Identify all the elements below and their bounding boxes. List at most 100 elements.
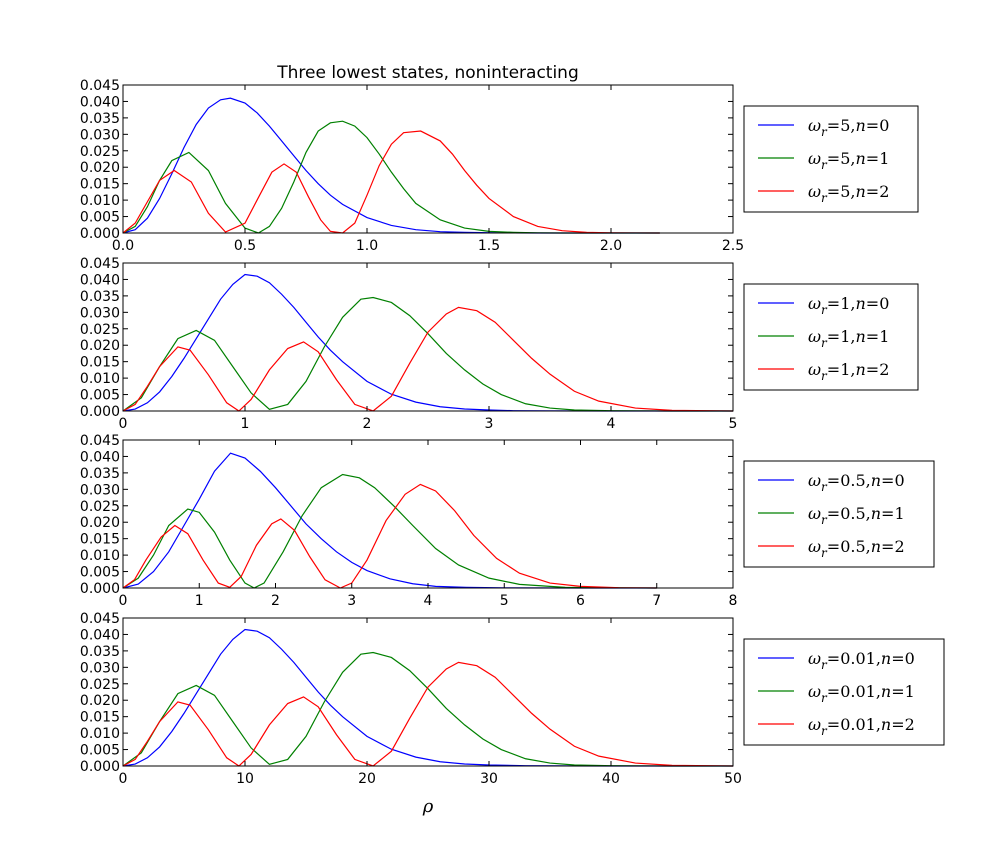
y-tick-label: 0.020 xyxy=(80,515,120,531)
y-tick-label: 0.000 xyxy=(80,226,120,242)
legend-entry-n0: ωr=0.5,n=0 xyxy=(808,471,905,494)
x-tick-label: 0 xyxy=(119,593,128,609)
series-line-n0 xyxy=(122,628,733,767)
x-tick-label: 1 xyxy=(195,593,204,609)
legend-entry-n1: ωr=1,n=1 xyxy=(808,327,889,350)
y-tick-label: 0.005 xyxy=(80,565,120,581)
y-tick-label: 0.015 xyxy=(80,355,120,371)
legend-entry-n2: ωr=5,n=2 xyxy=(808,182,889,205)
y-tick-label: 0.025 xyxy=(80,499,120,515)
panels: 0.0000.0050.0100.0150.0200.0250.0300.035… xyxy=(80,78,945,787)
x-tick-label: 5 xyxy=(729,416,738,432)
y-tick-label: 0.035 xyxy=(80,466,120,482)
x-tick-label: 7 xyxy=(652,593,661,609)
x-tick-label: 4 xyxy=(607,416,616,432)
legend-entry-n0: ωr=5,n=0 xyxy=(808,116,889,139)
y-tick-label: 0.045 xyxy=(80,78,120,94)
legend-entry-n0: ωr=0.01,n=0 xyxy=(808,649,915,672)
series-line-n0 xyxy=(122,273,733,412)
legend-frame xyxy=(743,105,919,213)
axes-frame xyxy=(122,617,734,767)
x-tick-label: 5 xyxy=(500,593,509,609)
x-tick-label: 1.0 xyxy=(356,238,378,254)
y-tick-label: 0.005 xyxy=(80,743,120,759)
legend-entry-n0: ωr=1,n=0 xyxy=(808,294,889,317)
y-tick-label: 0.040 xyxy=(80,627,120,643)
y-tick-label: 0.005 xyxy=(80,388,120,404)
y-tick-label: 0.035 xyxy=(80,289,120,305)
x-tick-label: 0.5 xyxy=(234,238,256,254)
x-tick-label: 50 xyxy=(724,771,742,787)
legend-entry-n2: ωr=0.5,n=2 xyxy=(808,537,905,560)
legend-entry-n1: ωr=5,n=1 xyxy=(808,149,889,172)
x-tick-label: 20 xyxy=(358,771,376,787)
x-tick-label: 2 xyxy=(363,416,372,432)
chart-title: Three lowest states, noninteracting xyxy=(276,63,579,83)
y-tick-label: 0.020 xyxy=(80,693,120,709)
legend-entry-n2: ωr=1,n=2 xyxy=(808,360,889,383)
series-line-n2 xyxy=(122,130,660,234)
x-tick-label: 8 xyxy=(729,593,738,609)
x-tick-label: 3 xyxy=(347,593,356,609)
x-tick-label: 30 xyxy=(480,771,498,787)
legend: ωr=0.01,n=0 ωr=0.01,n=1 ωr=0.01,n=2 xyxy=(743,638,945,746)
legend-entry-n1: ωr=0.5,n=1 xyxy=(808,504,905,527)
x-tick-label: 40 xyxy=(602,771,620,787)
y-tick-label: 0.010 xyxy=(80,726,120,742)
y-tick-label: 0.025 xyxy=(80,677,120,693)
x-tick-label: 0 xyxy=(119,416,128,432)
y-tick-label: 0.040 xyxy=(80,272,120,288)
y-tick-label: 0.030 xyxy=(80,482,120,498)
legend-entry-n2: ωr=0.01,n=2 xyxy=(808,715,915,738)
y-tick-label: 0.020 xyxy=(80,160,120,176)
y-tick-label: 0.015 xyxy=(80,177,120,193)
series-line-n1 xyxy=(122,651,733,767)
x-tick-label: 10 xyxy=(236,771,254,787)
y-tick-label: 0.040 xyxy=(80,94,120,110)
y-tick-label: 0.020 xyxy=(80,338,120,354)
axes-frame xyxy=(122,84,734,234)
y-tick-label: 0.025 xyxy=(80,144,120,160)
subplot-3: 0.0000.0050.0100.0150.0200.0250.0300.035… xyxy=(80,433,935,609)
series-line-n2 xyxy=(122,661,734,767)
legend-frame xyxy=(743,460,935,568)
y-tick-label: 0.000 xyxy=(80,759,120,775)
legend-frame xyxy=(743,638,945,746)
x-tick-label: 1.5 xyxy=(478,238,500,254)
y-tick-label: 0.010 xyxy=(80,193,120,209)
x-tick-label: 0.0 xyxy=(112,238,134,254)
legend-entry-n1: ωr=0.01,n=1 xyxy=(808,682,915,705)
x-tick-label: 2 xyxy=(271,593,280,609)
y-tick-label: 0.005 xyxy=(80,210,120,226)
legend: ωr=1,n=0 ωr=1,n=1 ωr=1,n=2 xyxy=(743,283,919,391)
x-tick-label: 0 xyxy=(119,771,128,787)
subplot-2: 0.0000.0050.0100.0150.0200.0250.0300.035… xyxy=(80,256,919,432)
y-tick-label: 0.015 xyxy=(80,710,120,726)
y-tick-label: 0.030 xyxy=(80,660,120,676)
y-tick-label: 0.040 xyxy=(80,449,120,465)
y-tick-label: 0.030 xyxy=(80,127,120,143)
axes-frame xyxy=(122,262,734,412)
subplot-1: 0.0000.0050.0100.0150.0200.0250.0300.035… xyxy=(80,78,919,254)
y-tick-label: 0.035 xyxy=(80,111,120,127)
series-line-n2 xyxy=(122,306,734,412)
legend: ωr=0.5,n=0 ωr=0.5,n=1 ωr=0.5,n=2 xyxy=(743,460,935,568)
x-tick-label: 6 xyxy=(576,593,585,609)
x-tick-label: 3 xyxy=(485,416,494,432)
y-tick-label: 0.010 xyxy=(80,371,120,387)
y-tick-label: 0.030 xyxy=(80,305,120,321)
y-tick-label: 0.000 xyxy=(80,404,120,420)
legend-frame xyxy=(743,283,919,391)
legend: ωr=5,n=0 ωr=5,n=1 ωr=5,n=2 xyxy=(743,105,919,213)
y-tick-label: 0.010 xyxy=(80,548,120,564)
x-tick-label: 1 xyxy=(241,416,250,432)
y-tick-label: 0.045 xyxy=(80,611,120,627)
x-axis-label: ρ xyxy=(422,796,434,817)
y-tick-label: 0.015 xyxy=(80,532,120,548)
y-tick-label: 0.000 xyxy=(80,581,120,597)
x-tick-label: 2.0 xyxy=(600,238,622,254)
series-line-n2 xyxy=(122,483,657,589)
y-tick-label: 0.035 xyxy=(80,644,120,660)
x-tick-label: 4 xyxy=(424,593,433,609)
